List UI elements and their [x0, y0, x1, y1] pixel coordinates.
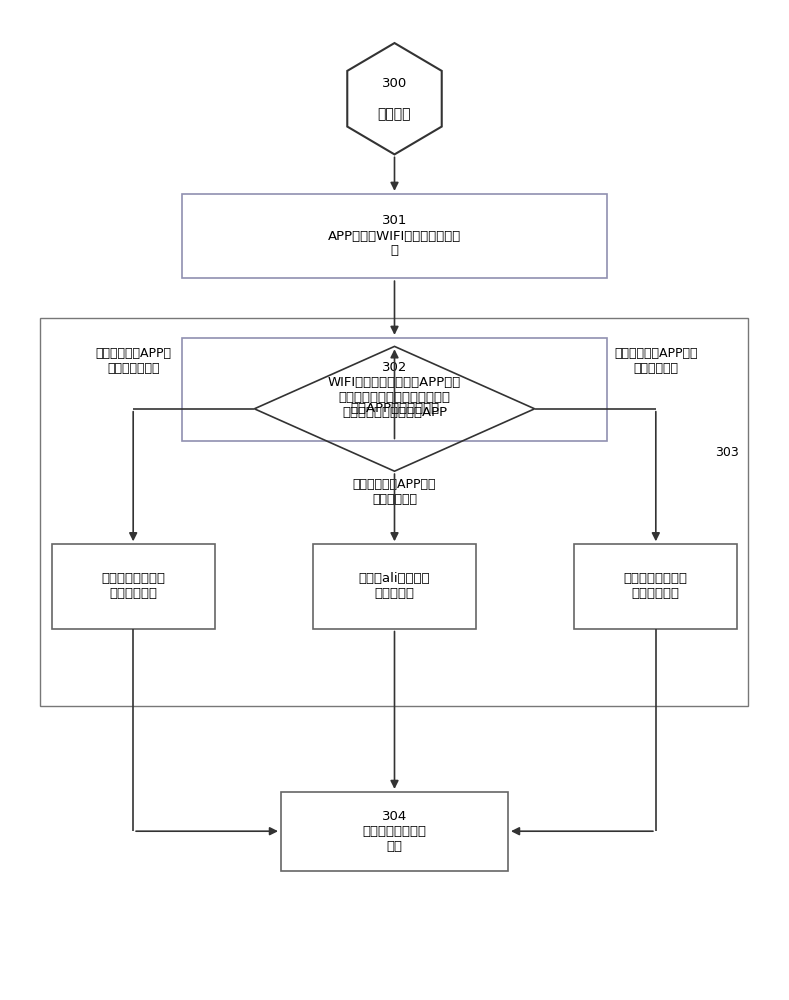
Text: 按照京东微联APP配网
方式配网成功: 按照京东微联APP配网 方式配网成功: [614, 347, 697, 375]
Text: 按照阿里智能APP配网
方式配网成功: 按照阿里智能APP配网 方式配网成功: [353, 478, 436, 506]
Text: 引导与京东云服务
器通信的代码: 引导与京东云服务 器通信的代码: [624, 572, 688, 600]
Text: 引导与ali云服务器
通信的代码: 引导与ali云服务器 通信的代码: [359, 572, 430, 600]
Text: 开始配网: 开始配网: [378, 107, 411, 121]
Bar: [182, 194, 607, 278]
Bar: [574, 544, 737, 629]
Bar: [40, 318, 748, 706]
Text: 根据APP对接云服务器: 根据APP对接云服务器: [350, 402, 439, 415]
Text: 按照格力智联APP配
网方式配网成功: 按照格力智联APP配 网方式配网成功: [95, 347, 171, 375]
Text: 302
WIFI模块轮流按照不同APP配网
方式解析配网数据，并根据解析
正确的方式选择对应的APP: 302 WIFI模块轮流按照不同APP配网 方式解析配网数据，并根据解析 正确的…: [328, 361, 461, 419]
Bar: [52, 544, 215, 629]
Text: 301
APP向空调WIFI模块发送配网数
据: 301 APP向空调WIFI模块发送配网数 据: [328, 215, 461, 257]
Bar: [182, 338, 607, 441]
Text: 300: 300: [382, 77, 407, 90]
Bar: [281, 792, 508, 871]
Text: 引导与格力云服务
器通信的代码: 引导与格力云服务 器通信的代码: [101, 572, 165, 600]
Bar: [313, 544, 476, 629]
Text: 304
与对应服务器保持
通信: 304 与对应服务器保持 通信: [362, 810, 427, 853]
Text: 303: 303: [716, 446, 739, 458]
